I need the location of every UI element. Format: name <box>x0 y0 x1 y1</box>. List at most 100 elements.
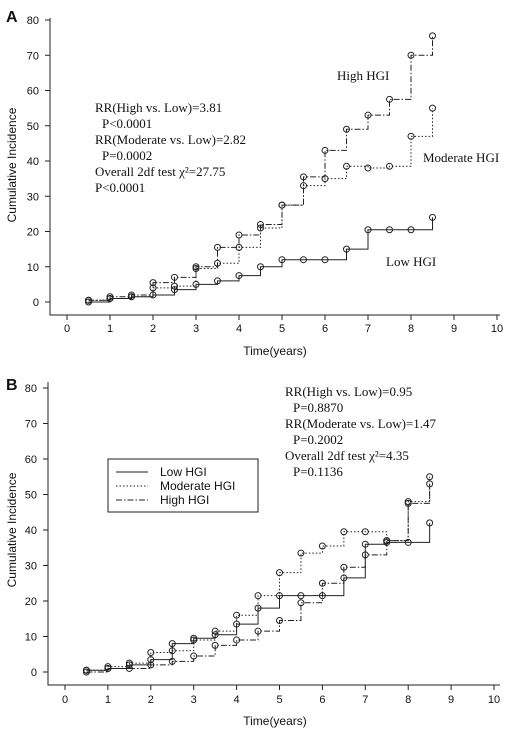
panel-a-y-tick-label: 80 <box>27 15 39 27</box>
panel-b-stat-overall-p: P=0.1136 <box>293 464 343 479</box>
panel-a-stat-rr-high: RR(High vs. Low)=3.81 <box>95 100 222 115</box>
panel-b-series-low-hgi-point <box>361 540 369 548</box>
panel-b-legend: Low HGI Moderate HGI High HGI <box>107 458 259 513</box>
panel-b-stat-p-high: P=0.8870 <box>293 400 343 415</box>
panel-a-series-moderate-hgi-point <box>364 164 372 172</box>
panel-b-y-tick-label: 30 <box>25 561 37 573</box>
panel-b-series-high-hgi-point <box>276 617 283 625</box>
panel-b-series-moderate-hgi-point <box>254 592 262 600</box>
panel-b-series-high-hgi-point <box>297 599 305 607</box>
panel-b-y-tick-label: 20 <box>25 596 37 608</box>
panel-a-series-high-hgi-point <box>321 146 329 154</box>
panel-a-label-low-hgi: Low HGI <box>386 254 436 269</box>
panel-b-axes <box>47 382 500 686</box>
panel-a-series-high-hgi-point <box>429 32 436 40</box>
panel-b-stats: RR(High vs. Low)=0.95 P=0.8870 RR(Modera… <box>285 384 437 479</box>
legend-entry-low-hgi: Low HGI <box>160 465 207 479</box>
panel-a-series-moderate-hgi-line <box>88 108 433 301</box>
panel-b-series-high-hgi-point <box>426 480 434 488</box>
panel-b-y-tick-label: 40 <box>25 525 37 537</box>
panel-a-series-high-hgi-point <box>386 95 393 103</box>
panel-b-series-moderate-hgi-point <box>168 647 176 655</box>
panel-b-y-tick-label: 60 <box>25 454 37 466</box>
panel-a-series-high-hgi-point <box>364 111 372 119</box>
panel-a-y-tick-label: 40 <box>27 156 39 168</box>
panel-b-y-tick-label: 50 <box>25 490 37 502</box>
panel-a-series-low-hgi-point <box>171 286 178 294</box>
panel-a-series-low-hgi-point <box>364 226 372 234</box>
panel-b-series-high-hgi-point <box>318 579 326 587</box>
panel-a-stat-p-moderate: P=0.0002 <box>102 148 152 163</box>
panel-a-y-axis-label: Cumulative Incidence <box>5 107 19 222</box>
legend-box <box>107 458 259 513</box>
panel-a-x-tick-label: 2 <box>150 323 156 335</box>
panel-a-series-moderate-hgi-point <box>386 162 393 170</box>
panel-a-x-tick-label: 4 <box>236 323 242 335</box>
panel-a-x-axis-label: Time(years) <box>243 344 307 358</box>
panel-b-series-low-hgi-line <box>86 522 431 671</box>
panel-a-y-tick-label: 60 <box>27 86 39 98</box>
panel-a-y-tick-label: 50 <box>27 121 39 133</box>
panel-a-series-low-hgi-point <box>106 294 114 302</box>
panel-b-x-tick-label: 9 <box>448 694 454 706</box>
panel-b-series-moderate-hgi-point <box>340 528 348 536</box>
panel-b-series-high-hgi-point <box>211 641 219 649</box>
panel-b-series-moderate-hgi-point <box>361 528 369 536</box>
panel-a-stat-chi-square: Overall 2df test χ²=27.75 <box>95 164 225 179</box>
panel-a-stat-overall-p: P<0.0001 <box>95 180 145 195</box>
panel-a-series-high-hgi-point <box>171 273 178 281</box>
panel-b-series-high-hgi-line <box>86 483 431 673</box>
panel-b-y-tick-label: 10 <box>25 632 37 644</box>
panel-b-series-high-hgi-point <box>125 664 133 672</box>
panel-b-x-tick-label: 1 <box>105 694 111 706</box>
panel-b-x-tick-label: 6 <box>319 694 325 706</box>
panel-b-x-tick-label: 10 <box>488 694 500 706</box>
panel-a-series-low-hgi-point <box>235 272 243 280</box>
panel-a-series-low-hgi-point <box>429 213 436 221</box>
panel-a-series-low-hgi-point <box>149 291 157 299</box>
panel-a-series-low-hgi-point <box>407 226 415 234</box>
panel-b-series-moderate-hgi-point <box>125 659 133 667</box>
panel-a-stat-p-high: P<0.0001 <box>102 116 152 131</box>
panel-b-series-moderate-hgi-line <box>86 476 431 671</box>
panel-b-series-moderate-hgi-point <box>426 473 434 481</box>
panel-a-series-high-hgi-point <box>407 51 415 59</box>
panel-a-series-low-hgi-point <box>278 256 286 264</box>
panel-b-series-low-hgi-point <box>297 592 305 600</box>
panel-b-series-moderate-hgi-point <box>190 636 198 644</box>
panel-a-series-moderate-hgi-point <box>235 243 243 251</box>
panel-a-x-tick-label: 7 <box>365 323 371 335</box>
panel-b-series-high-hgi-point <box>147 661 155 669</box>
panel-b-series-high-hgi-point <box>340 563 348 571</box>
panel-a-series-high-hgi-point <box>257 220 264 228</box>
panel-a-series-moderate-hgi-point <box>149 284 157 292</box>
panel-a-y-tick-label: 20 <box>27 227 39 239</box>
panel-b: B 0 1 2 3 4 5 6 7 8 9 10 0 10 20 30 40 50 60 70 80 Time(ye… <box>5 377 500 728</box>
panel-a-y-tick-label: 10 <box>27 262 39 274</box>
panel-a-label-high-hgi: High HGI <box>337 68 389 83</box>
panel-a-x-tick-label: 10 <box>491 323 503 335</box>
panel-b-x-tick-label: 8 <box>405 694 411 706</box>
panel-a-x-tick-label: 5 <box>279 323 285 335</box>
panel-b-y-tick-label: 80 <box>25 383 37 395</box>
panel-a-series-high-hgi-point <box>149 279 157 287</box>
panel-b-y-tick-label: 70 <box>25 419 37 431</box>
panel-a-x-tick-label: 6 <box>322 323 328 335</box>
panel-b-series-low-hgi-point <box>426 519 434 527</box>
panel-b-series-moderate-hgi-point <box>318 542 326 550</box>
panel-a-series-moderate-hgi-point <box>257 224 264 232</box>
panel-b-series-moderate-hgi-point <box>297 549 305 557</box>
panel-a-series-low-hgi-point <box>300 256 307 264</box>
panel-b-series-low-hgi-point <box>254 604 262 612</box>
panel-a-series-low-hgi-point <box>128 293 135 301</box>
panel-b-stat-chi-square: Overall 2df test χ²=4.35 <box>285 448 409 463</box>
panel-b-x-tick-label: 4 <box>234 694 240 706</box>
panel-a-series-moderate-hgi-point <box>278 201 286 209</box>
panel-a-axes <box>49 18 500 316</box>
panel-b-series-high-hgi-point <box>233 636 241 644</box>
panel-a-x-tick-label: 9 <box>451 323 457 335</box>
panel-a-series-high-hgi-point <box>343 125 350 133</box>
panel-a-stat-rr-moderate: RR(Moderate vs. Low)=2.82 <box>95 132 246 147</box>
panel-b-series-high-hgi-point <box>104 664 112 672</box>
